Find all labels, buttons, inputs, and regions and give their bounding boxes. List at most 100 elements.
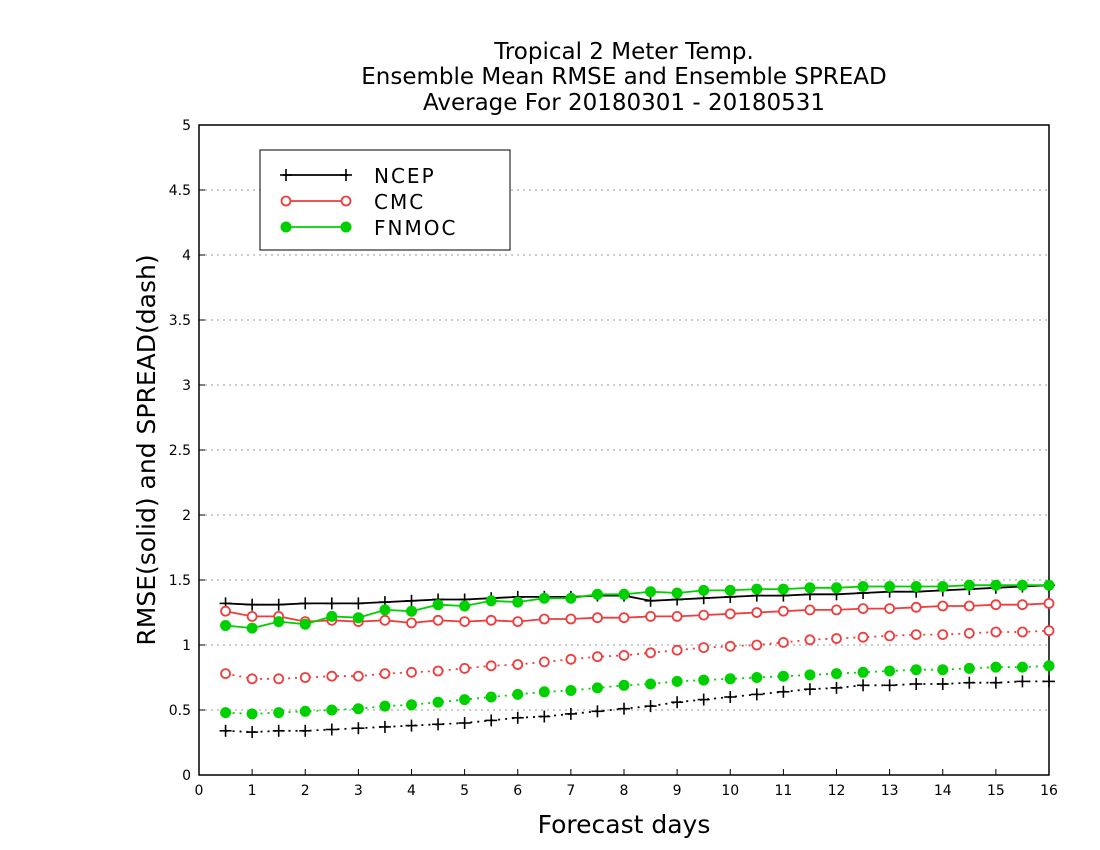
cmc-rmse-point: [831, 604, 842, 616]
ncep-spread-point: [352, 722, 365, 735]
cmc-rmse-point: [698, 609, 710, 621]
ncep-spread-point: [591, 705, 604, 718]
y-tick-label: 5: [182, 118, 191, 134]
ncep-spread-point: [458, 717, 471, 729]
fnmoc-spread-point: [299, 705, 311, 717]
fnmoc-rmse-point: [831, 582, 842, 594]
fnmoc-spread-point: [857, 666, 869, 678]
cmc-spread-point: [857, 631, 869, 643]
legend-item-fnmoc: FNMOC: [280, 216, 455, 240]
x-tick-label: 11: [774, 783, 792, 799]
fnmoc-spread-point: [990, 661, 1002, 673]
chart-title-line-3: Average For 20180301 - 20180531: [423, 90, 825, 116]
ncep-spread-point: [883, 679, 896, 692]
cmc-rmse-point: [937, 600, 949, 612]
fnmoc-rmse-point: [459, 600, 471, 612]
fnmoc-rmse-point: [1043, 579, 1055, 591]
cmc-spread-point: [724, 640, 736, 652]
cmc-rmse-point: [432, 614, 444, 626]
cmc-spread-point: [1043, 625, 1055, 637]
cmc-spread-point: [963, 627, 975, 639]
ncep-spread-point: [910, 678, 923, 690]
fnmoc-spread-point: [1016, 661, 1028, 673]
y-tick-label: 4: [182, 248, 191, 264]
fnmoc-rmse-point: [326, 610, 338, 622]
cmc-rmse-point: [459, 616, 471, 627]
cmc-spread-point: [751, 639, 763, 651]
cmc-rmse-point: [618, 612, 630, 624]
cmc-rmse-point: [246, 611, 258, 622]
ncep-spread-point: [724, 691, 737, 703]
ncep-spread-point: [936, 678, 949, 690]
fnmoc-rmse-point: [671, 587, 683, 599]
fnmoc-rmse-point: [432, 599, 444, 611]
x-axis-label: Forecast days: [538, 810, 711, 839]
cmc-rmse-point: [751, 607, 763, 618]
fnmoc-spread-line: [225, 664, 1050, 715]
ncep-rmse-line: [225, 584, 1050, 606]
y-tick-label: 4.5: [169, 183, 191, 199]
cmc-spread-point: [326, 670, 338, 682]
ncep-spread-point: [1043, 675, 1055, 688]
fnmoc-rmse-point: [273, 616, 285, 628]
legend-label-ncep: NCEP: [374, 164, 436, 188]
fnmoc-spread-point: [618, 679, 630, 691]
cmc-rmse-point: [485, 614, 497, 626]
fnmoc-spread-point: [485, 691, 497, 703]
fnmoc-spread-point: [724, 673, 736, 685]
cmc-spread-point: [804, 634, 816, 646]
fnmoc-rmse-point: [406, 605, 417, 617]
x-tick-label: 7: [566, 783, 575, 799]
ncep-spread-point: [1016, 675, 1029, 688]
x-axis-ticks: 0 1 2 3 4 5 6 7 8 9 10 11 12 13 14 15 16: [195, 769, 1058, 799]
cmc-rmse-point: [857, 603, 869, 614]
ncep-spread-point: [857, 679, 870, 692]
cmc-rmse-point: [379, 614, 391, 626]
cmc-spread-point: [220, 668, 231, 679]
ncep-rmse-point: [299, 597, 312, 610]
cmc-spread-point: [777, 637, 789, 648]
fnmoc-rmse-point: [618, 588, 630, 600]
ncep-spread-point: [272, 724, 285, 737]
cmc-spread-point: [698, 642, 710, 653]
fnmoc-rmse-point: [1016, 579, 1028, 591]
cmc-rmse-point: [963, 600, 975, 612]
y-tick-label: 1.5: [169, 573, 191, 589]
cmc-spread-point: [299, 672, 311, 683]
ncep-spread-point: [485, 714, 498, 727]
fnmoc-spread-point: [884, 665, 896, 677]
series-ncep: [219, 579, 1055, 739]
fnmoc-rmse-point: [724, 584, 736, 596]
fnmoc-spread-point: [671, 675, 683, 687]
legend-marker-cmc: [280, 195, 292, 207]
cmc-rmse-point: [671, 611, 683, 622]
fnmoc-rmse-point: [512, 596, 524, 608]
fnmoc-spread-point: [591, 682, 603, 694]
x-tick-label: 2: [301, 783, 310, 799]
legend-box: [259, 149, 511, 251]
legend-label-cmc: CMC: [374, 190, 425, 214]
ncep-spread-point: [325, 723, 338, 736]
cmc-spread-point: [273, 673, 285, 685]
x-tick-label: 6: [513, 783, 522, 799]
fnmoc-spread-point: [910, 664, 922, 676]
cmc-rmse-point: [538, 613, 550, 625]
cmc-spread-point: [459, 663, 471, 674]
cmc-spread-point: [565, 653, 577, 665]
cmc-spread-point: [1017, 626, 1028, 638]
legend-marker-ncep: [280, 169, 292, 181]
cmc-spread-line: [225, 629, 1050, 680]
cmc-rmse-point: [406, 617, 417, 629]
cmc-spread-point: [645, 647, 656, 659]
fnmoc-rmse-point: [246, 622, 258, 634]
legend-marker-fnmoc: [340, 221, 352, 233]
ncep-spread-point: [564, 707, 577, 720]
fnmoc-spread-point: [698, 674, 710, 686]
fnmoc-spread-point: [565, 685, 577, 696]
x-tick-label: 10: [721, 783, 739, 799]
fnmoc-rmse-point: [220, 620, 232, 631]
fnmoc-spread-point: [459, 694, 471, 706]
cmc-rmse-point: [884, 603, 896, 614]
fnmoc-spread-point: [273, 707, 285, 719]
ncep-spread-line: [225, 680, 1049, 734]
